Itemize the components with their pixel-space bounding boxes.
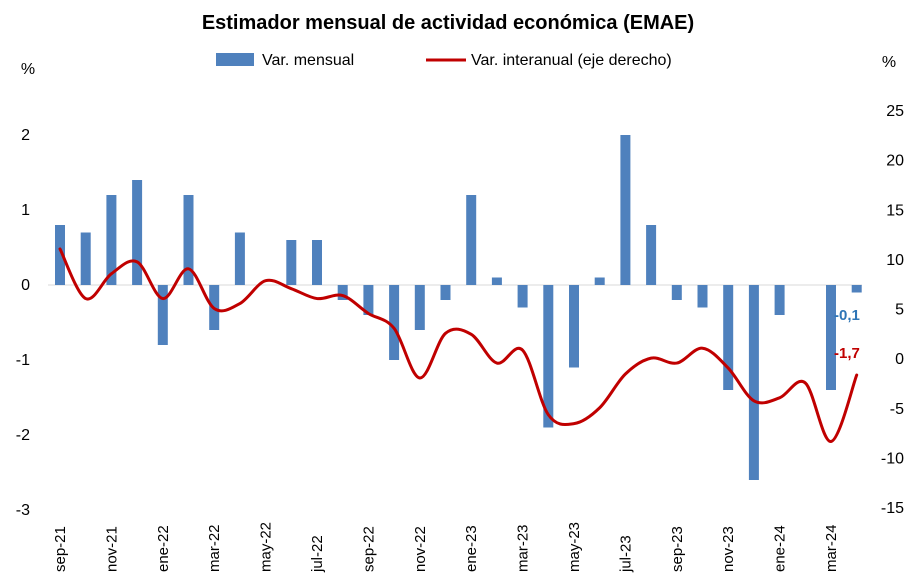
x-tick-label: nov-23 xyxy=(720,526,737,572)
right-tick-label: -5 xyxy=(890,401,904,418)
x-tick-label: sep-22 xyxy=(360,526,377,572)
x-tick-label: mar-22 xyxy=(206,524,223,572)
left-tick-label: -3 xyxy=(16,502,30,519)
bar-nov-21 xyxy=(106,195,117,285)
bar-abr-23 xyxy=(543,285,554,428)
x-tick-label: mar-24 xyxy=(823,524,840,572)
right-tick-label: 5 xyxy=(895,302,904,319)
legend-label-line: Var. interanual (eje derecho) xyxy=(471,52,672,69)
left-tick-label: -1 xyxy=(16,352,30,369)
right-tick-label: -10 xyxy=(881,450,904,467)
right-tick-label: 15 xyxy=(886,202,904,219)
bar-oct-21 xyxy=(80,232,91,285)
left-axis-unit: % xyxy=(21,61,35,78)
x-tick-label: jul-22 xyxy=(309,535,326,573)
bar-sep-22 xyxy=(363,285,374,315)
legend: Var. mensual Var. interanual (eje derech… xyxy=(216,52,672,69)
bar-sep-21 xyxy=(55,225,65,285)
x-tick-label: mar-23 xyxy=(515,524,532,572)
x-tick-label: nov-22 xyxy=(412,526,429,572)
legend-label-bar: Var. mensual xyxy=(262,52,354,69)
bar-nov-22 xyxy=(414,285,425,330)
bar-sep-23 xyxy=(671,285,682,300)
x-tick-label: sep-23 xyxy=(669,526,686,572)
bar-oct-22 xyxy=(389,285,400,360)
right-axis-ticks: -15 -10 -5 0 5 10 15 20 25 xyxy=(881,103,904,517)
bar-jul-22 xyxy=(312,240,322,285)
bar-jul-23 xyxy=(620,135,631,285)
bar-series xyxy=(55,135,862,480)
bar-may-23 xyxy=(569,285,579,368)
right-tick-label: 10 xyxy=(886,252,904,269)
x-tick-label: nov-21 xyxy=(103,526,120,572)
left-tick-label: -2 xyxy=(16,427,30,444)
bar-abr-24 xyxy=(851,285,862,293)
last-bar-value-label: -0,1 xyxy=(834,307,860,324)
bar-dic-22 xyxy=(440,285,451,300)
left-tick-label: 2 xyxy=(21,127,30,144)
line-series xyxy=(58,247,859,443)
x-tick-label: ene-24 xyxy=(772,525,789,572)
x-tick-label: may-23 xyxy=(566,522,583,572)
bar-mar-24 xyxy=(826,285,836,390)
bar-feb-23 xyxy=(491,277,502,285)
legend-swatch-bar xyxy=(216,53,254,66)
right-tick-label: 25 xyxy=(886,103,904,120)
left-tick-label: 1 xyxy=(21,202,30,219)
right-axis-unit: % xyxy=(882,54,896,71)
last-line-value-label: -1,7 xyxy=(834,345,860,362)
bar-nov-23 xyxy=(723,285,734,390)
bar-oct-23 xyxy=(697,285,708,308)
chart-title: Estimador mensual de actividad económica… xyxy=(202,12,694,34)
x-axis-ticks: sep-21 nov-21 ene-22 mar-22 may-22 jul-22 sep-… xyxy=(52,522,840,573)
right-tick-label: 0 xyxy=(895,351,904,368)
bar-mar-23 xyxy=(517,285,528,308)
bar-feb-22 xyxy=(183,195,194,285)
bar-jun-22 xyxy=(286,240,297,285)
x-tick-label: may-22 xyxy=(258,522,275,572)
x-tick-label: jul-23 xyxy=(617,535,634,573)
left-axis-ticks: -3 -2 -1 0 1 2 xyxy=(16,127,30,519)
bar-ene-23 xyxy=(466,195,477,285)
x-tick-label: ene-23 xyxy=(463,525,480,572)
bar-dic-21 xyxy=(132,180,143,285)
bar-jun-23 xyxy=(594,277,605,285)
bar-dic-23 xyxy=(748,285,759,480)
bar-ene-22 xyxy=(157,285,168,345)
right-tick-label: 20 xyxy=(886,153,904,170)
right-tick-label: -15 xyxy=(881,500,904,517)
bar-ago-22 xyxy=(337,285,348,300)
bar-ene-24 xyxy=(774,285,785,315)
x-tick-label: ene-22 xyxy=(155,525,172,572)
bar-ago-23 xyxy=(646,225,657,285)
bar-abr-22 xyxy=(234,232,245,285)
x-tick-label: sep-21 xyxy=(52,526,69,572)
left-tick-label: 0 xyxy=(21,277,30,294)
